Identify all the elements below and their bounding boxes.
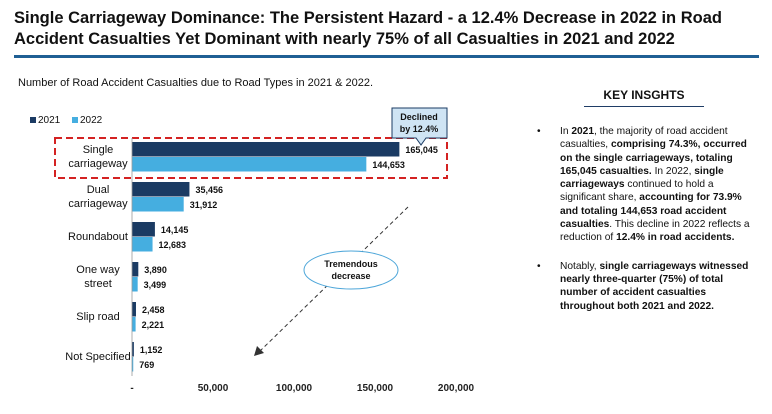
- decrease-arrow-icon: [254, 346, 264, 356]
- decrease-callout-ellipse: [303, 250, 399, 290]
- data-label-2022-5: 769: [139, 360, 154, 370]
- insight-text: comprising 74.3%, occurred on the single…: [560, 139, 747, 177]
- category-label-3: One way street: [76, 264, 120, 290]
- chart-subtitle: Number of Road Accident Casualties due t…: [18, 77, 374, 89]
- insight-text: In 2022,: [651, 165, 695, 177]
- highlight-rectangle: [54, 137, 448, 179]
- x-tick-label-4: 200,000: [438, 383, 475, 394]
- bar-2021-2: [132, 222, 155, 237]
- insight-text: In: [560, 126, 572, 137]
- category-label-4: Slip road: [76, 311, 119, 323]
- bar-2022-3: [132, 277, 138, 292]
- insight-text: , the majority of road accident casualti…: [560, 126, 728, 151]
- data-label-2021-5: 1,152: [140, 345, 163, 355]
- declined-callout-box: [391, 107, 448, 146]
- key-insights-panel: KEY INSGHTS • In 2021, the majority of ro…: [528, 88, 760, 328]
- legend-swatch-2022: [72, 117, 78, 123]
- data-label-2022-1: 31,912: [190, 200, 218, 210]
- bar-2022-0: [132, 157, 367, 172]
- bar-2022-1: [132, 197, 184, 212]
- x-tick-label-1: 50,000: [198, 383, 229, 394]
- chart-legend: 2021 2022: [30, 115, 103, 126]
- data-label-2021-2: 14,145: [161, 225, 189, 235]
- category-labels: Single carriageway Dual carriageway Roundabo…: [65, 144, 130, 363]
- highlight-box: [54, 137, 448, 179]
- data-label-2022-2: 12,683: [159, 240, 187, 250]
- legend-swatch-2021: [30, 117, 36, 123]
- title-divider: [14, 55, 759, 58]
- insights-list: • In 2021, the majority of road accident …: [528, 125, 760, 313]
- bar-2021-0: [132, 142, 400, 157]
- bar-2022-4: [132, 317, 136, 332]
- data-label-2021-4: 2,458: [142, 305, 165, 315]
- x-tick-label-2: 100,000: [276, 383, 313, 394]
- data-label-2021-3: 3,890: [144, 265, 167, 275]
- x-tick-label-0: -: [130, 383, 133, 394]
- data-label-2021-1: 35,456: [195, 185, 223, 195]
- data-label-2021-0: 165,045: [405, 145, 438, 155]
- insight-bullet-1: • In 2021, the majority of road accident …: [528, 125, 760, 245]
- insight-text: single carriageways: [560, 165, 724, 191]
- bar-2021-3: [132, 262, 139, 277]
- bar-2022-5: [132, 357, 134, 372]
- legend-label-2021: 2021: [38, 115, 61, 126]
- insight-text: continued to hold a significant share,: [560, 179, 714, 204]
- category-label-0: Single carriageway: [68, 144, 128, 170]
- insight-text: Notably,: [560, 260, 600, 272]
- page-title: Single Carriageway Dominance: The Persis…: [14, 9, 722, 48]
- data-label-2022-3: 3,499: [144, 280, 167, 290]
- insight-bullet-2: • Notably, single carriageways witnessed …: [528, 260, 760, 313]
- insight-text: single carriageways witnessed nearly thr…: [560, 260, 749, 312]
- insight-text: 12.4% in road accidents.: [616, 232, 735, 244]
- bar-2021-5: [132, 342, 134, 357]
- category-label-5: Not Specified: [65, 351, 130, 363]
- bar-2021-4: [132, 302, 136, 317]
- chart-annotations: Declined by 12.4% Tremendous decrease: [254, 107, 448, 356]
- insight-text: . This decline in 2022 reflects a reduct…: [560, 219, 750, 244]
- bar-2021-1: [132, 182, 190, 197]
- insights-heading: KEY INSGHTS: [584, 88, 704, 107]
- legend-label-2022: 2022: [80, 115, 103, 126]
- declined-callout-text: Declined by 12.4%: [400, 112, 439, 134]
- insight-text: accounting for 73.9% and totaling 144,65…: [560, 192, 742, 231]
- decrease-callout-text: Tremendous decrease: [324, 259, 378, 281]
- insight-text: 2021: [571, 126, 594, 137]
- category-label-1: Dual carriageway: [68, 184, 128, 210]
- data-label-2022-4: 2,221: [142, 320, 165, 330]
- bullet-marker: •: [537, 126, 541, 137]
- category-label-2: Roundabout: [68, 231, 128, 243]
- x-tick-label-3: 150,000: [357, 383, 394, 394]
- bar-2022-2: [132, 237, 153, 252]
- bullet-marker: •: [537, 260, 541, 272]
- x-axis: - 50,000 100,000 150,000 200,000: [130, 138, 475, 394]
- data-label-2022-0: 144,653: [372, 160, 405, 170]
